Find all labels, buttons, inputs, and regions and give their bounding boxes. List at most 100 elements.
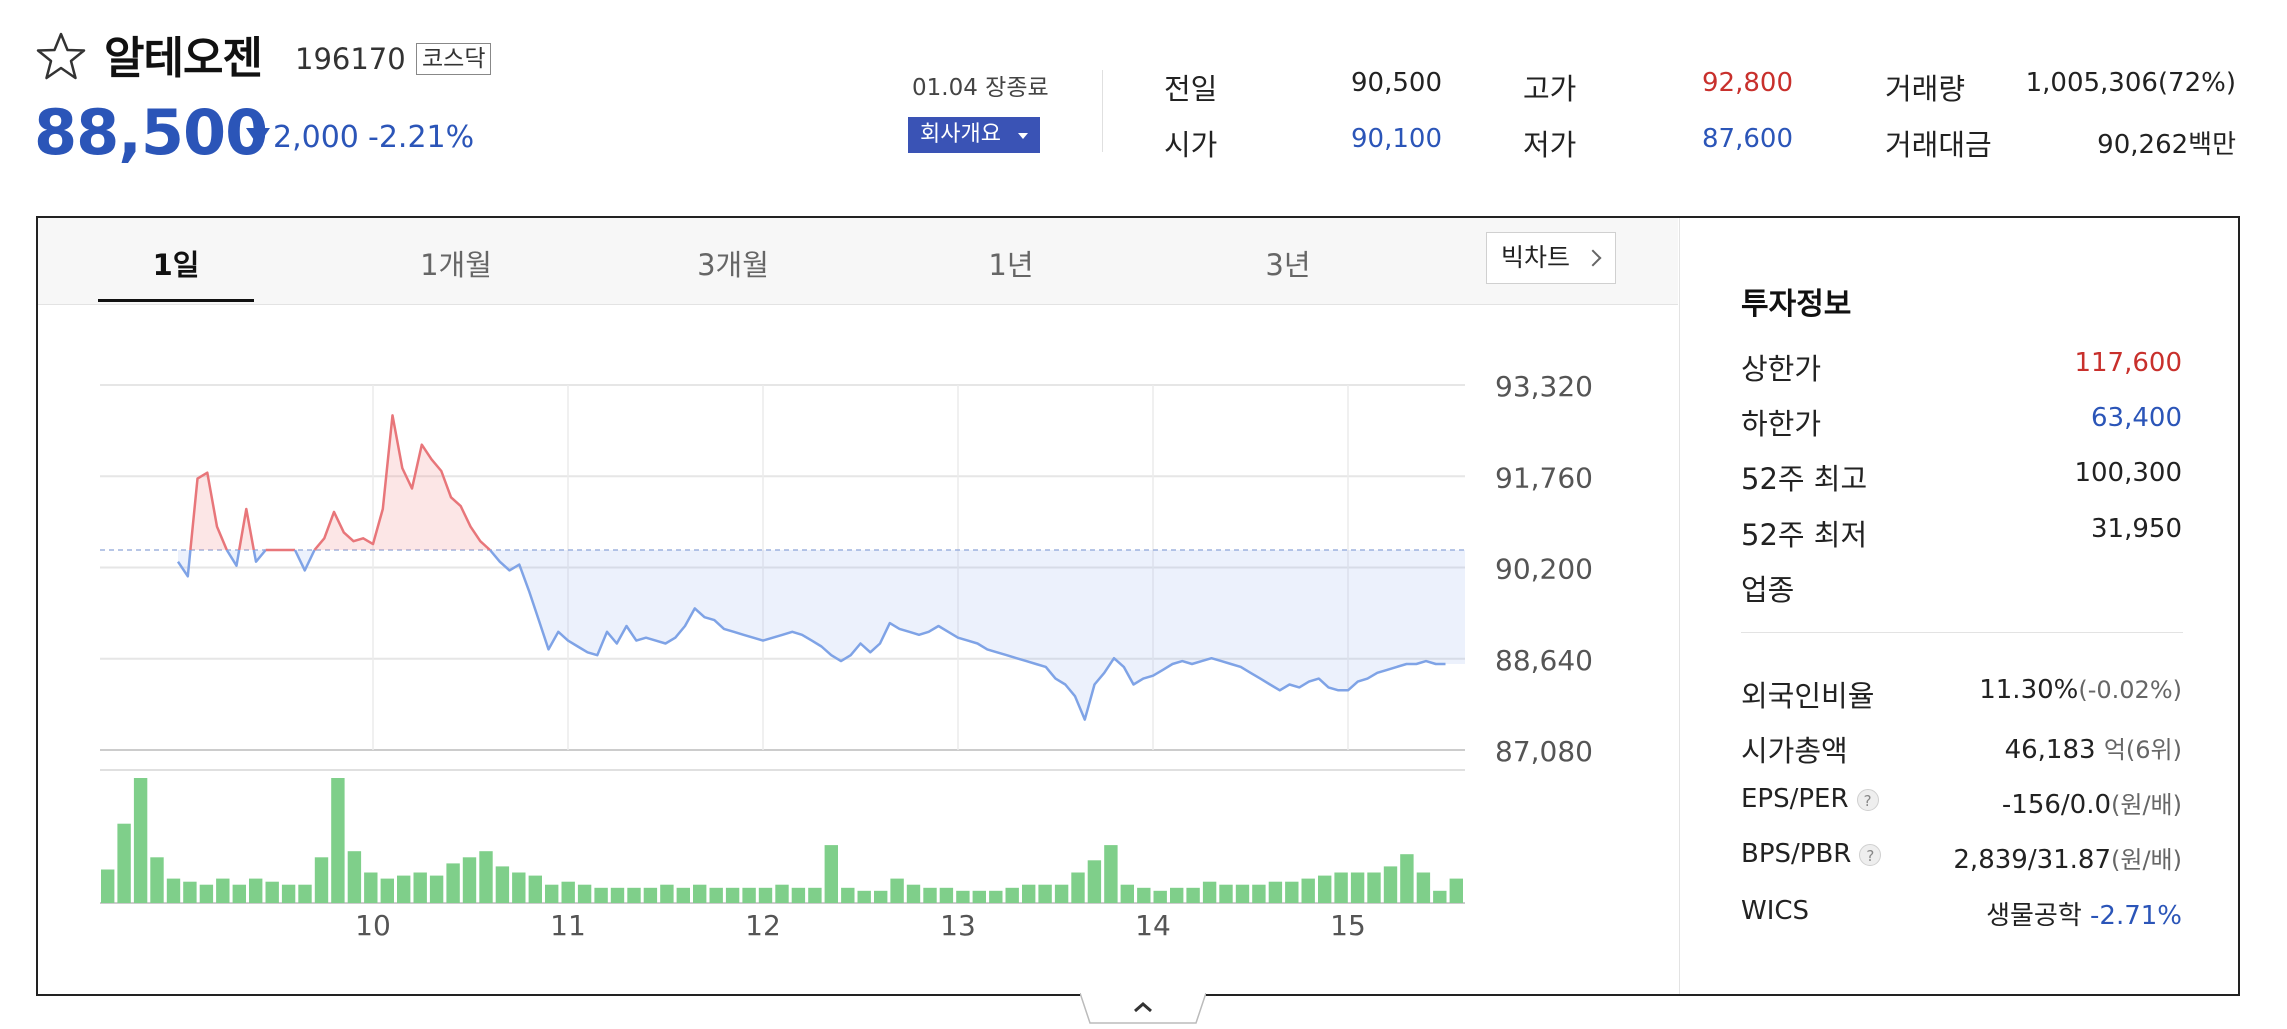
area-below-prev-close xyxy=(490,549,1446,720)
volume-bar xyxy=(972,890,986,903)
volume-bar xyxy=(1400,854,1414,903)
foreign-ratio-change: (-0.02%) xyxy=(2078,676,2182,704)
volume-bar xyxy=(495,866,510,903)
volume-bar xyxy=(1318,875,1332,903)
low-label: 저가 xyxy=(1523,128,1577,162)
info-separator xyxy=(1741,632,2183,633)
help-icon[interactable]: ? xyxy=(1859,843,1882,866)
lower-limit-value: 63,400 xyxy=(2091,403,2182,433)
info-panel-divider xyxy=(1679,218,1680,994)
volume-bar xyxy=(479,851,493,903)
low-value: 87,600 xyxy=(1702,124,1793,154)
volume-bar xyxy=(512,872,526,903)
tab-1year[interactable]: 1년 xyxy=(988,248,1034,282)
high-value: 92,800 xyxy=(1702,68,1793,98)
open-value: 90,100 xyxy=(1351,124,1442,154)
x-tick-label: 11 xyxy=(550,909,586,942)
volume-bar xyxy=(906,884,921,903)
volume-bar xyxy=(1153,890,1167,903)
volume-value: 1,005,306(72%) xyxy=(2025,68,2236,98)
price-line-up xyxy=(313,414,491,551)
bps-pbr-label: BPS/PBR xyxy=(1741,839,1852,869)
volume-bar xyxy=(1038,884,1052,903)
price-line-down xyxy=(225,549,241,567)
volume-bar xyxy=(1350,872,1365,903)
price-line-down xyxy=(176,549,192,578)
y-tick-label: 93,320 xyxy=(1495,370,1593,403)
volume-bar xyxy=(725,887,740,903)
caret-down-icon xyxy=(1018,133,1028,139)
big-chart-button[interactable]: 빅차트 xyxy=(1486,232,1616,284)
volume-bar xyxy=(1285,881,1299,903)
volume-bar xyxy=(808,887,822,903)
volume-bar xyxy=(117,823,131,903)
y-tick-label: 91,760 xyxy=(1495,461,1593,494)
volume-bar xyxy=(1268,881,1283,903)
tab-3month[interactable]: 3개월 xyxy=(697,248,769,282)
eps-per-label: EPS/PER xyxy=(1741,784,1849,814)
volume-bar xyxy=(380,878,394,903)
volume-bar xyxy=(1433,890,1447,903)
volume-bar xyxy=(874,890,888,903)
volume-bar xyxy=(1219,884,1233,903)
intraday-price-chart: 93,320 91,760 90,200 88,640 87,080 10 11 12 13 14… xyxy=(100,370,1593,942)
foreign-ratio-label: 외국인비율 xyxy=(1741,679,1875,713)
stock-name: 알테오젠 xyxy=(104,33,263,84)
upper-limit-label: 상한가 xyxy=(1741,352,1822,386)
wics-value-row: 생물공학 -2.71% xyxy=(1986,895,2182,932)
foreign-ratio-percent: 11.30% xyxy=(1979,675,2079,705)
eps-per-value: -156/0.0 xyxy=(2001,790,2112,820)
volume-bar xyxy=(1202,881,1217,903)
volume-bar xyxy=(1104,845,1118,903)
volume-bar xyxy=(314,857,329,903)
volume-bar xyxy=(265,881,279,903)
volume-bar xyxy=(577,884,592,903)
low-52w-value: 31,950 xyxy=(2091,514,2182,544)
tab-3year[interactable]: 3년 xyxy=(1265,248,1311,282)
down-triangle-icon xyxy=(246,128,270,146)
volume-bar xyxy=(791,887,806,903)
volume-bar xyxy=(1334,872,1348,903)
volume-bar xyxy=(281,884,296,903)
area-below-prev-close xyxy=(295,549,315,571)
high-52w-label: 52주 최고 xyxy=(1741,462,1868,496)
wics-change: -2.71% xyxy=(2090,901,2182,931)
volume-bar xyxy=(1416,872,1431,903)
help-icon[interactable]: ? xyxy=(1856,788,1879,811)
price-line-down xyxy=(293,549,316,572)
volume-bar xyxy=(775,884,789,903)
volume-bar xyxy=(1235,884,1250,903)
period-tabs xyxy=(38,218,1678,305)
collapse-toggle[interactable] xyxy=(1080,993,1206,1025)
foreign-ratio-value: 11.30%(-0.02%) xyxy=(1979,675,2182,705)
company-overview-button[interactable]: 회사개요 xyxy=(908,117,1040,153)
volume-bar xyxy=(1137,887,1151,903)
volume-bar xyxy=(923,887,937,903)
x-tick-label: 12 xyxy=(745,909,781,942)
volume-bar xyxy=(610,887,625,903)
area-above-prev-close xyxy=(314,415,490,550)
volume-bar xyxy=(397,875,411,903)
company-overview-label: 회사개요 xyxy=(920,122,1001,147)
tab-1day[interactable]: 1일 xyxy=(152,248,200,282)
volume-bar xyxy=(1367,872,1381,903)
bps-pbr-value-row: 2,839/31.87(원/배) xyxy=(1953,840,2182,875)
wics-sector[interactable]: 생물공학 xyxy=(1986,901,2082,931)
tab-1month[interactable]: 1개월 xyxy=(420,248,492,282)
price-line-up xyxy=(189,471,228,551)
volume-bar xyxy=(216,878,230,903)
volume-bar xyxy=(841,887,855,903)
eps-per-label-row: EPS/PER? xyxy=(1741,784,1879,814)
favorite-star-icon[interactable] xyxy=(34,30,88,84)
volume-bar xyxy=(364,872,378,903)
x-tick-label: 10 xyxy=(355,909,391,942)
volume-bar xyxy=(1005,887,1019,903)
y-tick-label: 90,200 xyxy=(1495,553,1593,586)
market-cap-rank: (6위) xyxy=(2125,736,2182,764)
volume-bar xyxy=(462,857,477,903)
volume-bar xyxy=(890,878,904,903)
volume-bar xyxy=(643,887,658,903)
volume-bar xyxy=(561,881,575,903)
area-tail xyxy=(1445,549,1465,665)
volume-bar xyxy=(594,887,608,903)
